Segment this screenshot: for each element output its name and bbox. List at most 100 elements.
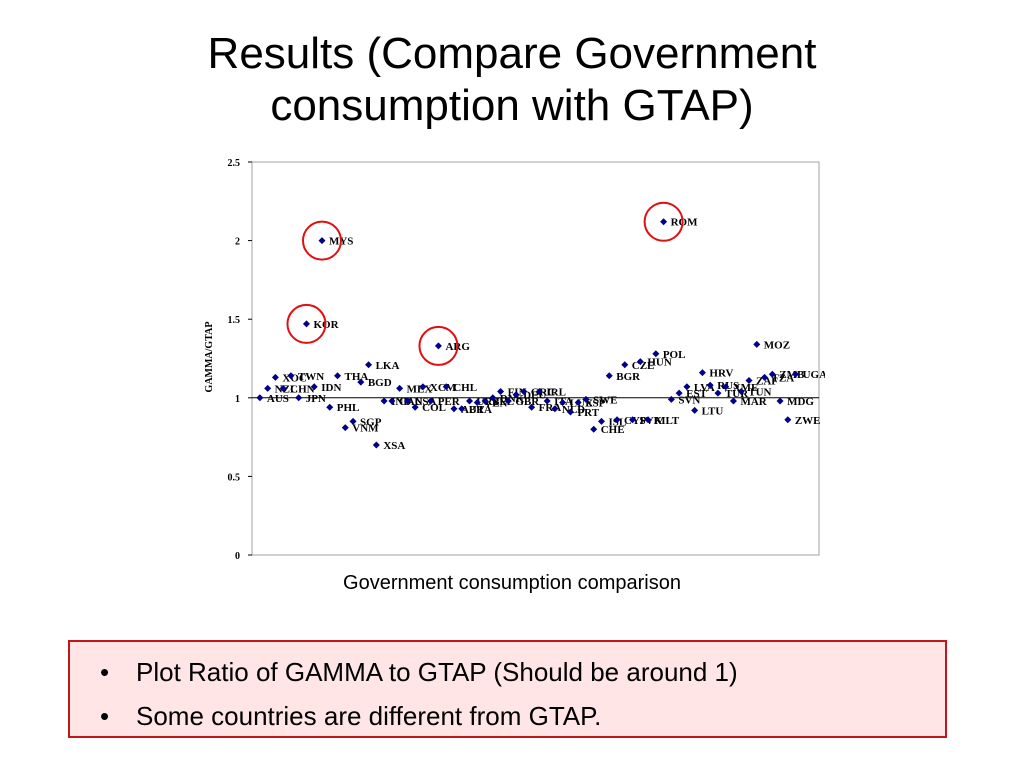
- data-point-label: MAR: [740, 396, 767, 408]
- data-point-label: VEN: [484, 398, 507, 410]
- data-point-marker: [434, 342, 442, 350]
- data-point-label: GBR: [515, 396, 540, 408]
- data-point-marker: [497, 388, 505, 396]
- data-point-label: NLD: [562, 404, 585, 416]
- data-point-marker: [675, 389, 683, 397]
- data-point-label: GRC: [531, 387, 556, 399]
- data-point-label: VNM: [352, 423, 379, 435]
- data-point-label: ZWE: [795, 415, 821, 427]
- slide-title-line-1: Results (Compare Government: [207, 29, 817, 78]
- data-point-marker: [504, 397, 512, 405]
- data-point-label: SWE: [593, 394, 617, 406]
- chart-svg: GAMMA/GTAP 00.511.522.5 AUSNZLXOCCHNTWNJ…: [204, 158, 825, 562]
- data-point-marker: [442, 383, 450, 391]
- data-point-marker: [295, 394, 303, 402]
- data-point-label: HRV: [709, 368, 733, 380]
- data-point-marker: [652, 350, 660, 358]
- bullet-list: Plot Ratio of GAMMA to GTAP (Should be a…: [70, 642, 945, 738]
- data-point-marker: [473, 399, 481, 407]
- data-point-marker: [481, 397, 489, 405]
- data-point-label: SGP: [360, 416, 382, 428]
- data-point-label: PRT: [577, 407, 599, 419]
- data-point-marker: [458, 405, 466, 413]
- slide-title: Results (Compare Government consumption …: [0, 28, 1024, 132]
- data-point-label: CYP: [624, 415, 647, 427]
- data-point-marker: [605, 372, 613, 380]
- data-point-marker: [621, 361, 629, 369]
- data-point-marker: [792, 370, 800, 378]
- data-point-marker: [264, 384, 272, 392]
- data-point-marker: [768, 370, 776, 378]
- data-point-marker: [380, 397, 388, 405]
- data-point-label: KOR: [313, 319, 339, 331]
- data-point-marker: [520, 388, 528, 396]
- data-point-marker: [597, 417, 605, 425]
- data-point-marker: [761, 373, 769, 381]
- data-point-marker: [427, 397, 435, 405]
- data-point-label: BRA: [469, 404, 492, 416]
- data-point-label: MLT: [655, 415, 680, 427]
- data-point-marker: [388, 397, 396, 405]
- data-point-marker: [411, 403, 419, 411]
- data-point-marker: [349, 417, 357, 425]
- data-point-label: COL: [422, 402, 446, 414]
- data-point-marker: [318, 237, 326, 245]
- data-point-label: CZE: [632, 360, 655, 372]
- chart-caption: Government consumption comparison: [343, 572, 681, 594]
- data-point-label: LKA: [376, 360, 400, 372]
- data-point-marker: [551, 405, 559, 413]
- data-point-marker: [559, 399, 567, 407]
- data-point-marker: [698, 369, 706, 377]
- data-point-marker: [636, 358, 644, 366]
- data-point-marker: [660, 218, 668, 226]
- data-point-label: BGR: [616, 371, 641, 383]
- data-point-marker: [784, 416, 792, 424]
- bullet-item: Plot Ratio of GAMMA to GTAP (Should be a…: [70, 650, 945, 694]
- plot-area: [251, 161, 820, 556]
- data-point-label: TZA: [772, 372, 795, 384]
- scatter-chart: GAMMA/GTAP 0 0.5 1 1.5 2 2.5 AUS NZL XOC CHN TWN J…: [200, 155, 825, 565]
- data-point-label: SVK: [640, 415, 663, 427]
- data-point-label: ESP: [585, 398, 605, 410]
- data-point-marker: [419, 383, 427, 391]
- data-point-label: LTU: [702, 405, 724, 417]
- data-point-marker: [450, 405, 458, 413]
- bullet-item: Some countries are different from GTAP.: [70, 694, 945, 738]
- data-point-label: PHL: [337, 402, 360, 414]
- data-point-marker: [745, 377, 753, 385]
- data-point-marker: [403, 397, 411, 405]
- data-point-label: ZMB: [779, 369, 805, 381]
- data-point-label: ZAF: [756, 376, 778, 388]
- data-point-marker: [706, 381, 714, 389]
- data-point-marker: [256, 394, 264, 402]
- data-point-marker: [334, 372, 342, 380]
- data-point-marker: [714, 389, 722, 397]
- data-point-marker: [466, 397, 474, 405]
- y-tick-label: 1: [235, 394, 240, 405]
- data-point-label: EST: [686, 388, 707, 400]
- data-point-marker: [365, 361, 373, 369]
- data-point-label: MOZ: [764, 339, 790, 351]
- data-point-marker: [737, 388, 745, 396]
- data-point-marker: [528, 403, 536, 411]
- data-point-label: TUN: [748, 387, 771, 399]
- highlight-circle: [301, 220, 342, 261]
- highlight-circle: [286, 303, 327, 344]
- data-point-marker: [582, 395, 590, 403]
- data-point-marker: [287, 372, 295, 380]
- y-tick-label: 2.5: [228, 158, 241, 169]
- data-point-marker: [372, 441, 380, 449]
- data-point-marker: [729, 397, 737, 405]
- data-point-label: MDG: [787, 396, 814, 408]
- data-point-label: AUS: [267, 393, 289, 405]
- y-tick-label: 2: [235, 237, 240, 248]
- notes-box: Plot Ratio of GAMMA to GTAP (Should be a…: [68, 640, 947, 738]
- data-point-marker: [722, 383, 730, 391]
- data-point-marker: [535, 388, 543, 396]
- data-point-marker: [590, 425, 598, 433]
- data-point-marker: [667, 395, 675, 403]
- data-point-label: XCM: [430, 382, 457, 394]
- data-point-label: IDN: [321, 382, 341, 394]
- y-tick-label: 0.5: [228, 472, 241, 483]
- data-point-marker: [271, 373, 279, 381]
